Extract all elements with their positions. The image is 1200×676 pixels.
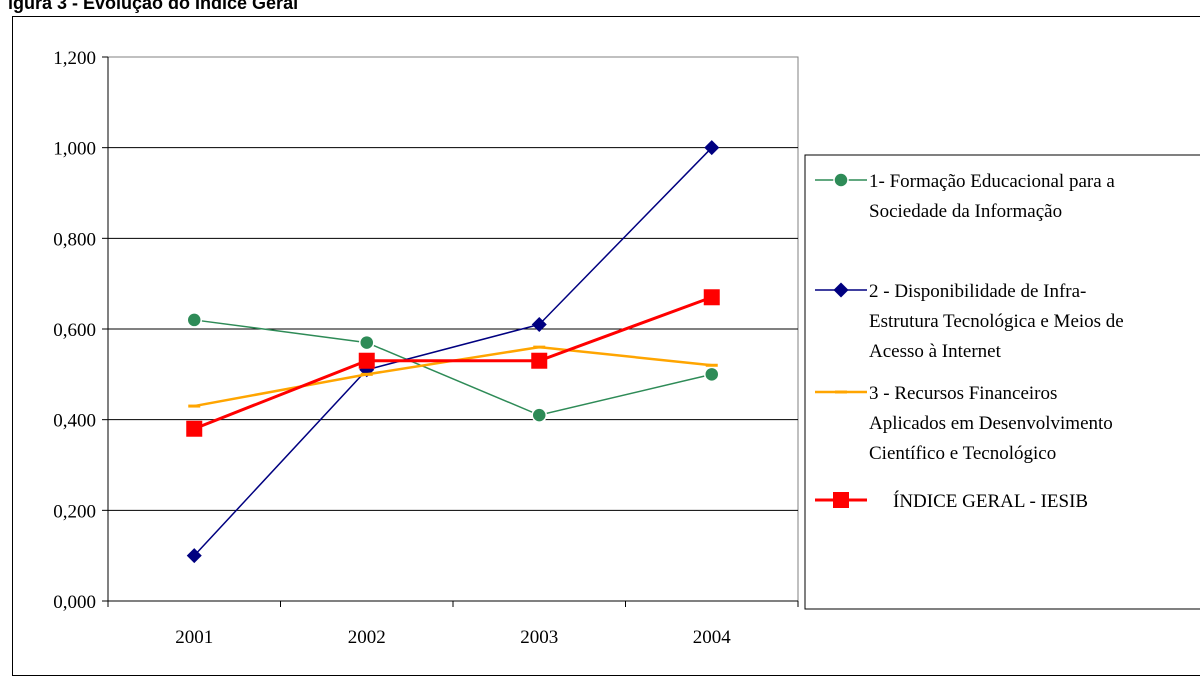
series-4-point	[703, 289, 720, 306]
y-tick-label: 0,400	[53, 411, 96, 432]
legend-swatch-marker	[833, 172, 849, 188]
legend-label: Estrutura Tecnológica e Meios de	[869, 311, 1124, 332]
chart-frame: 0,000 0,200 0,400 0,600 0,800 1,000 1,200 2001 2…	[12, 16, 1200, 676]
y-tick-label: 0,200	[53, 501, 96, 522]
series-4-point	[186, 420, 203, 437]
legend-swatch-marker	[833, 492, 849, 508]
x-tick-label: 2002	[348, 627, 386, 648]
legend-swatch-marker	[833, 282, 849, 298]
series-4-point	[358, 352, 375, 369]
series-2-point	[704, 140, 720, 156]
legend-label: 3 - Recursos Financeiros	[869, 383, 1057, 404]
series-2-point	[186, 548, 202, 564]
y-tick-label: 0,600	[53, 320, 96, 341]
series-4-point	[531, 352, 548, 369]
legend-label: ÍNDICE GERAL - IESIB	[893, 490, 1088, 512]
series-2-point	[531, 316, 547, 332]
legend-box	[804, 154, 1200, 610]
y-tick-label: 1,200	[53, 48, 96, 69]
series-1-point	[531, 407, 547, 423]
x-tick-label: 2003	[520, 627, 558, 648]
series-1-point	[359, 334, 375, 351]
y-tick-label: 0,000	[53, 592, 96, 613]
series-line-4	[193, 295, 713, 431]
y-tick-label: 0,800	[53, 229, 96, 250]
legend-label: Científico e Tecnológico	[869, 443, 1056, 464]
line-chart: 0,000 0,200 0,400 0,600 0,800 1,000 1,200 2001 2…	[53, 48, 1200, 648]
page-title: igura 3 - Evolução do Índice Geral	[8, 0, 299, 13]
y-tick-label: 1,000	[53, 139, 96, 160]
legend-label: Sociedade da Informação	[869, 201, 1062, 222]
series-line-1	[194, 319, 712, 416]
legend-label: Acesso à Internet	[869, 341, 1002, 362]
legend-label: 1- Formação Educacional para a	[869, 171, 1115, 192]
x-tick-label: 2004	[693, 627, 732, 648]
series-1-point	[704, 366, 720, 383]
legend-label: Aplicados em Desenvolvimento	[869, 413, 1113, 434]
series-line-2	[193, 147, 713, 557]
x-tick-label: 2001	[175, 627, 213, 648]
legend-label: 2 - Disponibilidade de Infra-	[869, 281, 1086, 302]
series-1-point	[186, 312, 202, 328]
